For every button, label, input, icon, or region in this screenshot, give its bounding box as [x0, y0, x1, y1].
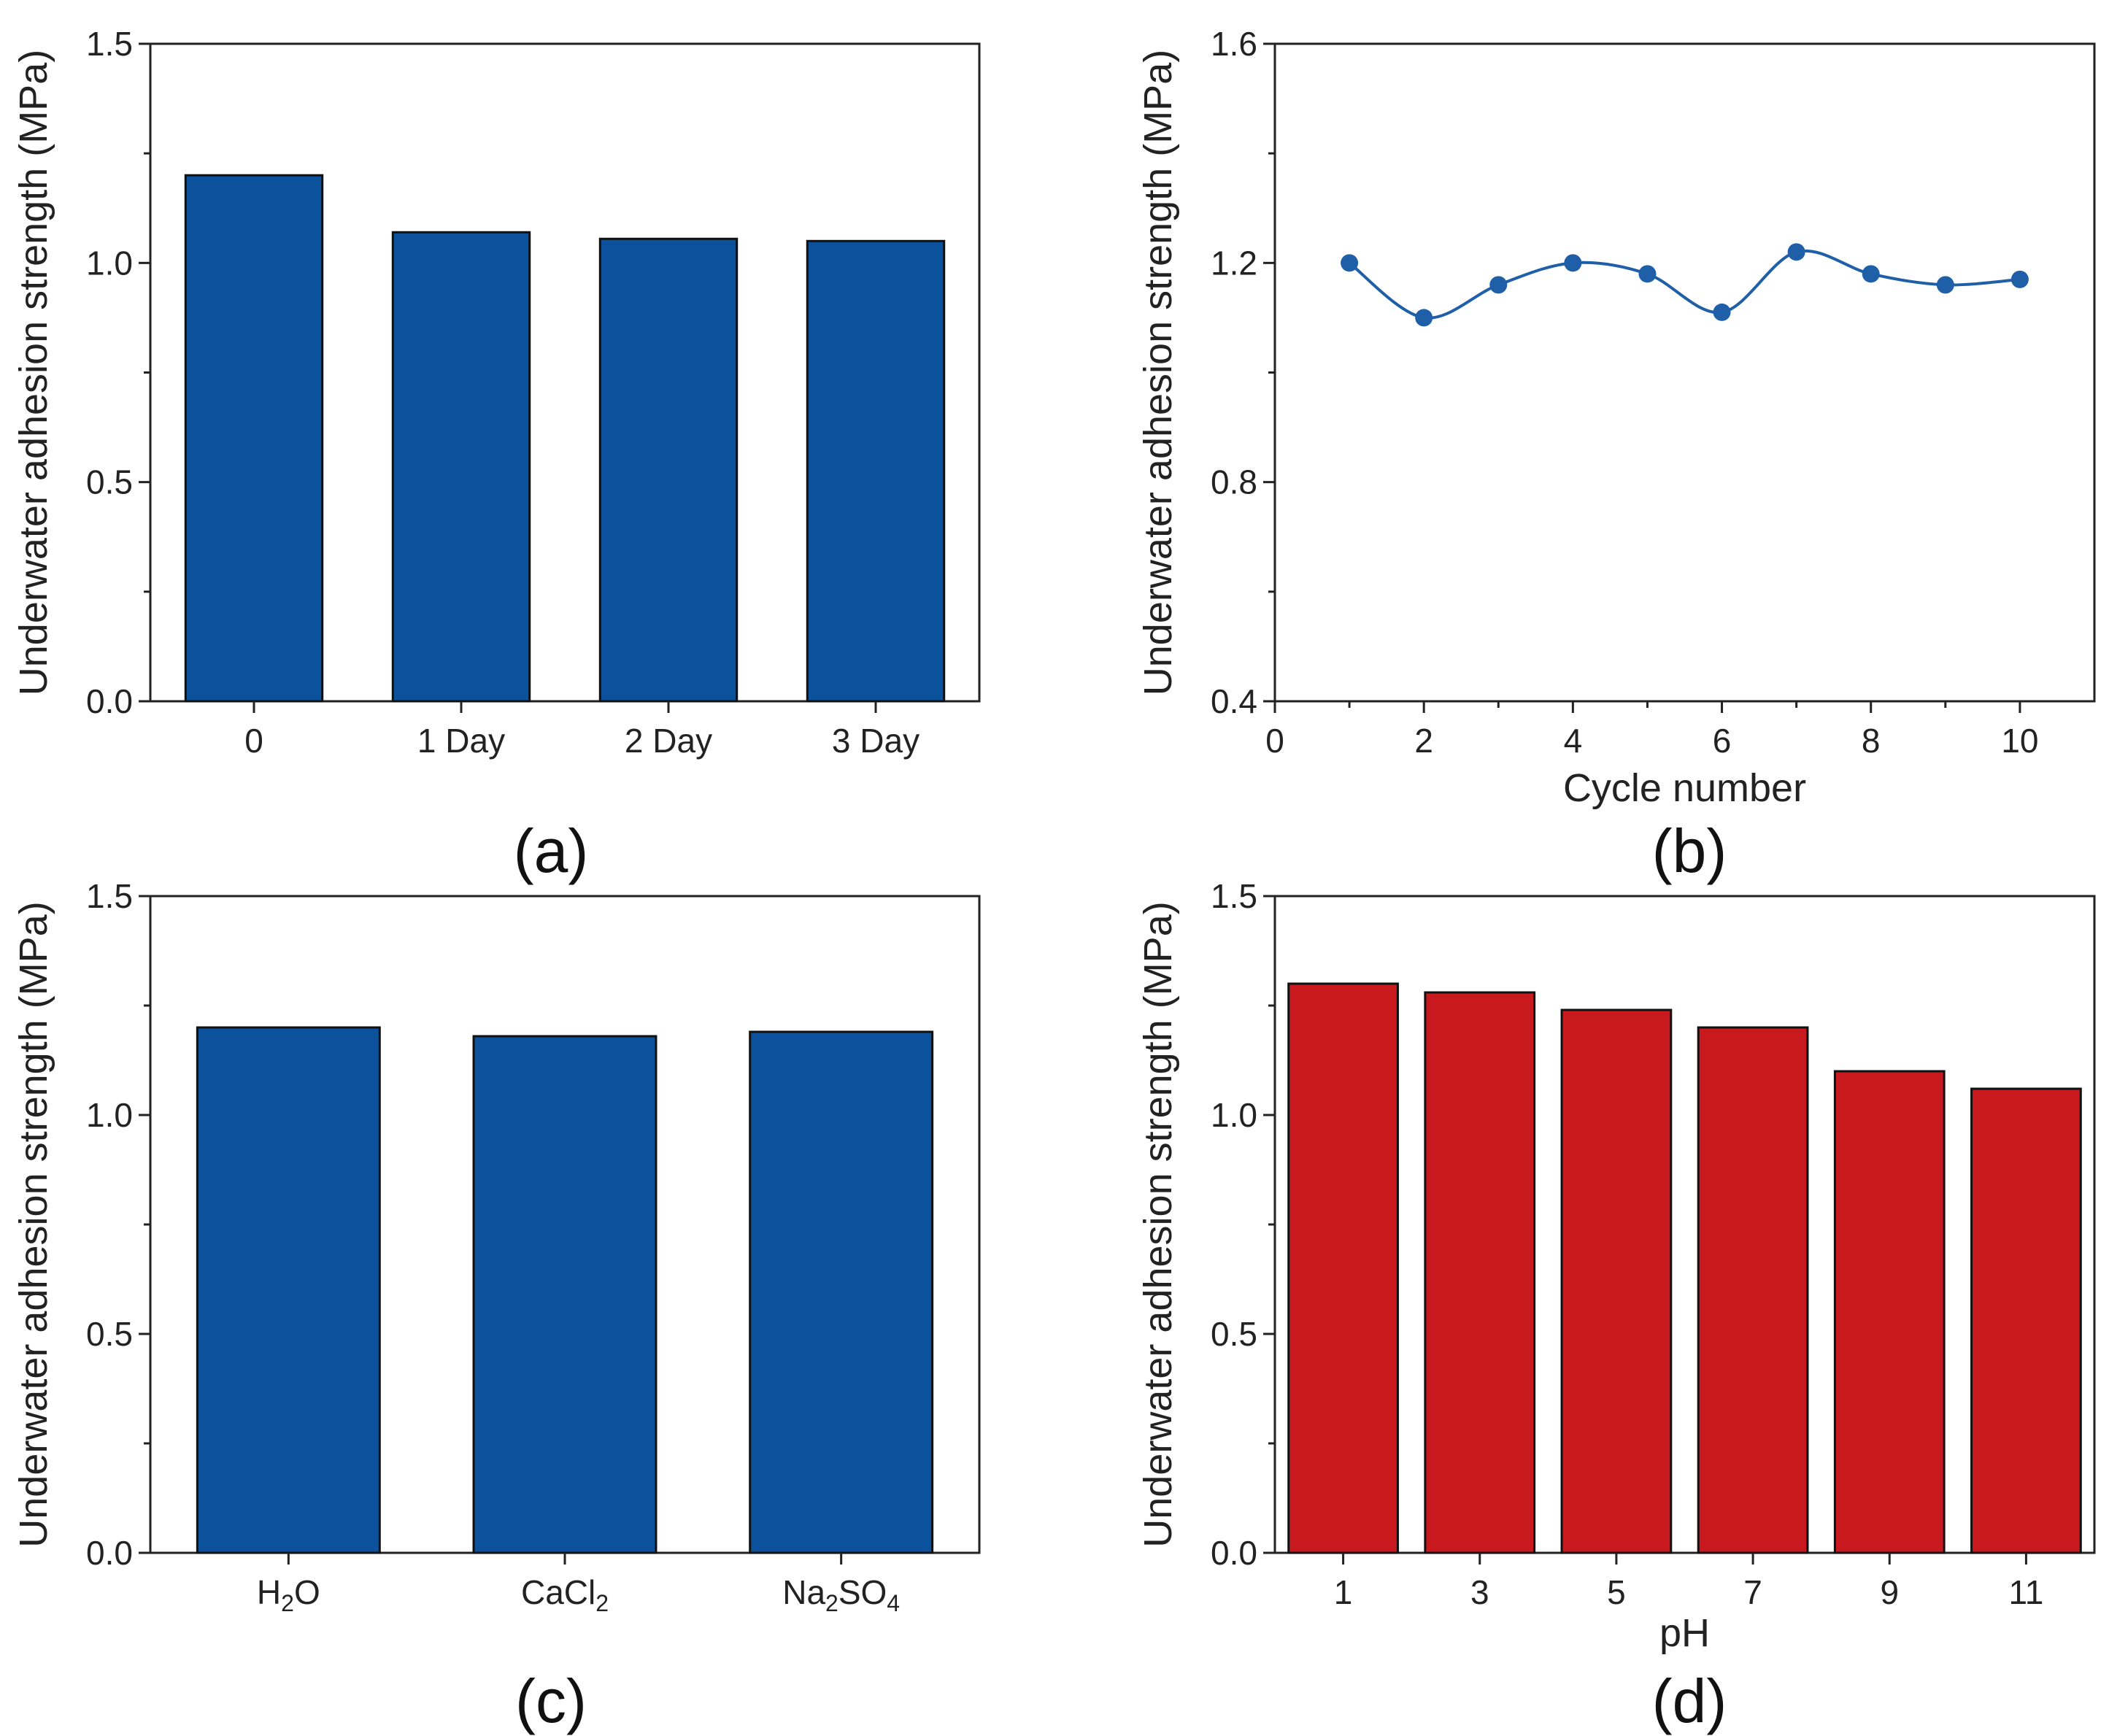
- data-point: [1415, 309, 1433, 327]
- panel-label: (b): [1652, 817, 1727, 885]
- x-tick-label: 6: [1713, 722, 1732, 760]
- x-tick-label: 5: [1607, 1573, 1626, 1611]
- bar: [1697, 1026, 1809, 1554]
- x-tick-label: 0: [244, 722, 263, 760]
- panel-c: 0.0 0.5 1.0 1.5 Underwater adhesion strength…: [12, 877, 981, 1735]
- y-axis-title: Underwater adhesion strength (MPa): [12, 50, 55, 695]
- y-tick-label: 0.8: [1211, 463, 1257, 501]
- data-point: [1713, 303, 1731, 321]
- x-tick-label: 7: [1743, 1573, 1762, 1611]
- y-tick-label: 1.2: [1211, 244, 1257, 282]
- plot-frame: [1273, 42, 2096, 703]
- bar: [598, 237, 739, 703]
- bar: [472, 1035, 658, 1554]
- x-tick-label: 3: [1470, 1573, 1489, 1611]
- data-point: [2010, 270, 2029, 288]
- fit-curve: [1348, 249, 2021, 320]
- x-tick-label: CaCl2: [521, 1573, 609, 1616]
- y-axis-title: Underwater adhesion strength (MPa): [12, 901, 55, 1547]
- bar: [1833, 1070, 1946, 1554]
- panel-a: 0.0 0.5 1.0 1.5 Underwater adhesion strength…: [12, 25, 981, 885]
- data-point: [1489, 276, 1508, 294]
- bar: [1287, 982, 1399, 1554]
- x-axis-title: Cycle number: [1563, 766, 1806, 810]
- y-tick-label: 1.5: [1211, 877, 1257, 915]
- bar: [749, 1030, 934, 1554]
- x-tick-label: H2O: [257, 1573, 320, 1616]
- panel-b: 0.4 0.8 1.2 1.6 Underwater adhesion strength…: [1136, 25, 2096, 885]
- y-tick-label: 0.4: [1211, 682, 1257, 720]
- bar: [806, 239, 946, 703]
- x-tick-label: 1 Day: [417, 722, 505, 760]
- y-tick-label: 1.5: [86, 877, 133, 915]
- y-tick-label: 1.0: [86, 1096, 133, 1134]
- data-point: [1862, 265, 1880, 283]
- y-tick-label: 1.6: [1211, 25, 1257, 63]
- panel-label: (d): [1652, 1667, 1727, 1735]
- data-point: [1638, 265, 1657, 283]
- y-tick-label: 1.0: [86, 244, 133, 282]
- x-tick-label: 1: [1334, 1573, 1353, 1611]
- x-tick-label: 8: [1862, 722, 1881, 760]
- x-tick-label: 2 Day: [625, 722, 712, 760]
- bar: [196, 1026, 381, 1554]
- x-tick-label: 10: [2001, 722, 2038, 760]
- data-point: [1564, 254, 1582, 272]
- x-tick-label: 4: [1564, 722, 1583, 760]
- panel-d: 0.0 0.5 1.0 1.5 Underwater adhesion strength…: [1136, 877, 2096, 1735]
- data-point: [1936, 276, 1954, 294]
- data-point: [1341, 254, 1359, 272]
- y-axis-title: Underwater adhesion strength (MPa): [1136, 50, 1180, 695]
- x-tick-label: 3 Day: [832, 722, 919, 760]
- x-tick-label: Na2SO4: [782, 1573, 900, 1616]
- panel-label: (a): [514, 817, 589, 885]
- y-axis-title: Underwater adhesion strength (MPa): [1136, 901, 1180, 1547]
- y-tick-label: 0.0: [1211, 1534, 1257, 1572]
- y-tick-label: 1.0: [1211, 1096, 1257, 1134]
- bar: [1970, 1087, 2082, 1554]
- bar: [1424, 991, 1536, 1554]
- panel-label: (c): [515, 1667, 587, 1735]
- x-tick-label: 2: [1414, 722, 1433, 760]
- x-tick-label: 0: [1265, 722, 1284, 760]
- x-tick-label: 9: [1880, 1573, 1899, 1611]
- bar: [1560, 1008, 1673, 1554]
- y-tick-label: 0.0: [86, 682, 133, 720]
- y-tick-label: 0.5: [86, 463, 133, 501]
- y-tick-label: 1.5: [86, 25, 133, 63]
- bar: [184, 174, 324, 703]
- x-axis-title: pH: [1659, 1611, 1710, 1655]
- bar: [391, 231, 531, 703]
- y-tick-label: 0.0: [86, 1534, 133, 1572]
- data-point: [1787, 243, 1805, 261]
- y-tick-label: 0.5: [86, 1315, 133, 1353]
- x-tick-label: 11: [2009, 1573, 2044, 1611]
- y-tick-label: 0.5: [1211, 1315, 1257, 1353]
